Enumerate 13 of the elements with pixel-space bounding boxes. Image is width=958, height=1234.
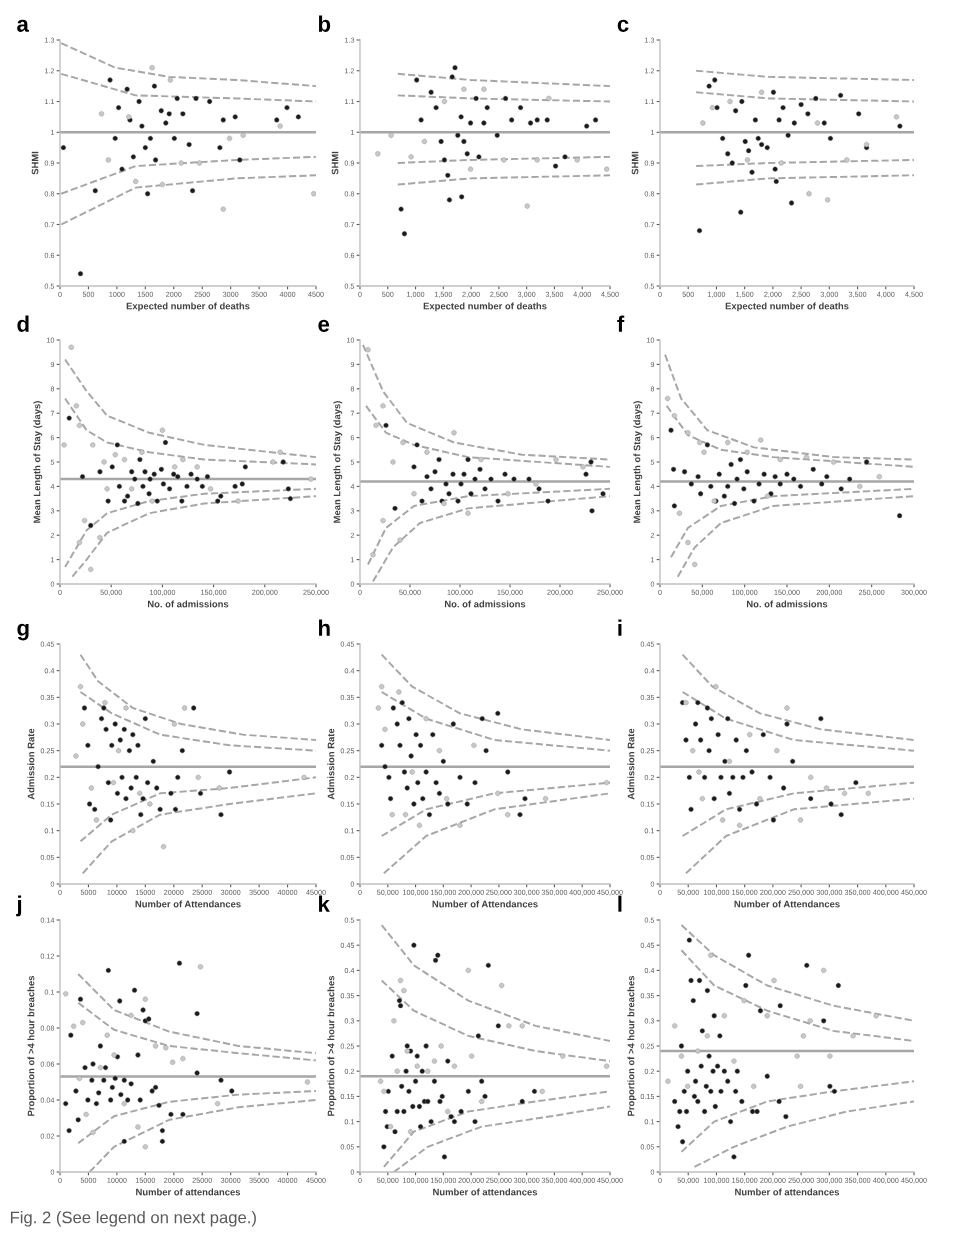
chart-title: j: [16, 895, 22, 917]
chart-title: d: [17, 315, 29, 332]
caption: Fig. 2 (See legend on next page.): [10, 1211, 256, 1227]
chart-title: g: [17, 623, 29, 641]
chart-title: b: [318, 15, 331, 32]
chart-title: c: [617, 19, 629, 32]
chart-title: l: [618, 895, 622, 912]
chart-title: i: [618, 619, 622, 636]
chart-title: f: [617, 315, 625, 332]
chart-title: h: [319, 619, 330, 636]
chart-title: k: [319, 895, 330, 912]
chart-title: a: [17, 19, 29, 32]
chart-title: e: [318, 319, 330, 332]
